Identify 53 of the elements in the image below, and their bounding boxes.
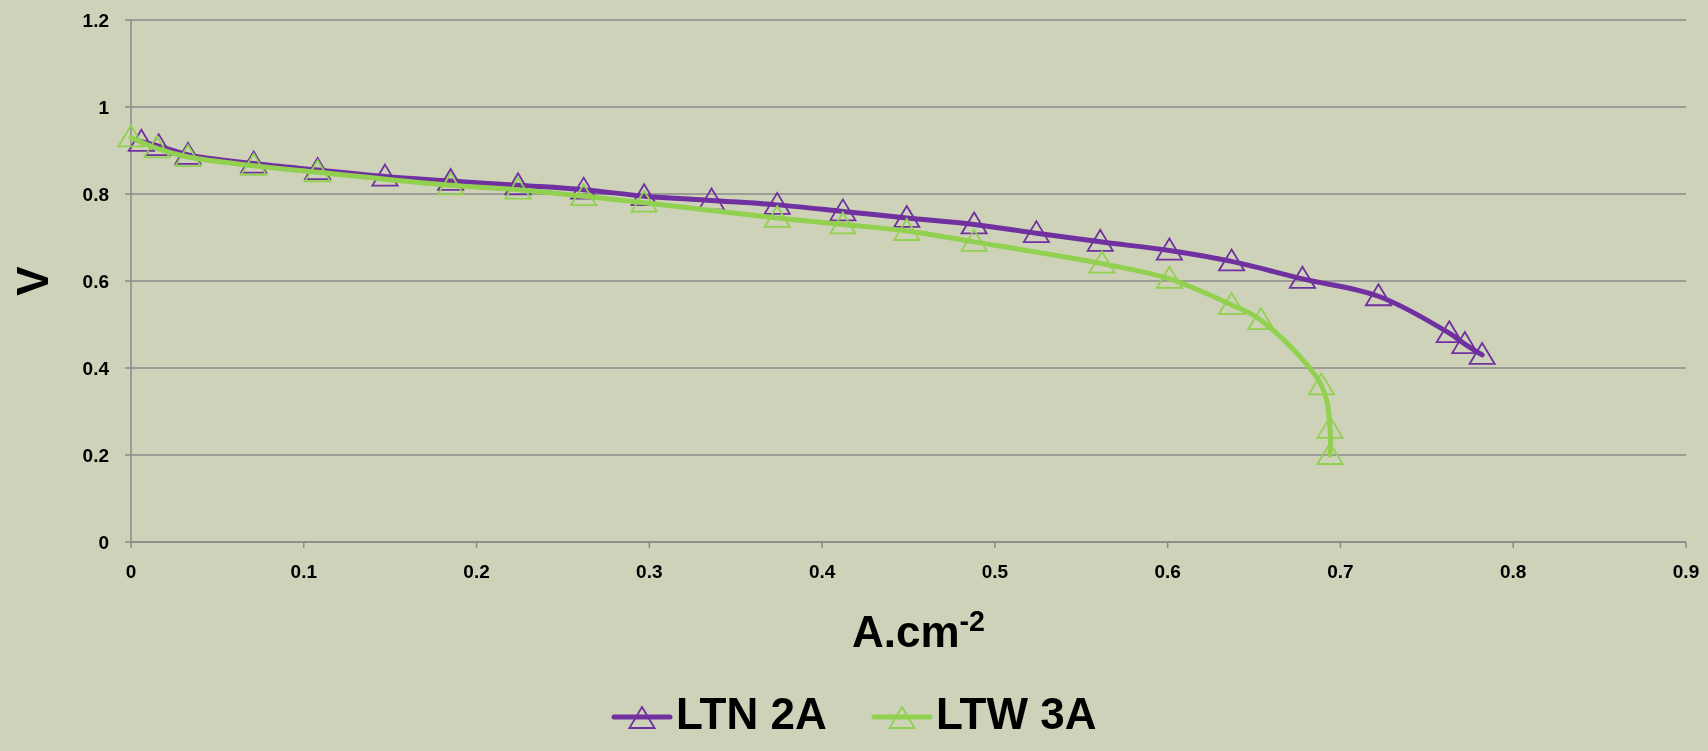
y-tick-label: 0.2: [82, 444, 109, 466]
x-tick-label: 0.2: [463, 561, 490, 582]
y-tick-label: 0.6: [82, 270, 109, 292]
point: [1435, 320, 1463, 344]
point: [1088, 250, 1116, 274]
point: [437, 168, 465, 191]
point: [570, 176, 598, 200]
y-axis-title: V: [8, 265, 57, 296]
point: [570, 183, 598, 207]
point: [1247, 307, 1275, 331]
point: [893, 218, 921, 241]
point: [763, 205, 791, 228]
point: [960, 228, 988, 252]
point: [371, 163, 399, 187]
point: [1218, 248, 1246, 272]
x-tick-label: 0.5: [981, 561, 1009, 582]
x-tick-label: 0.9: [1672, 561, 1700, 582]
x-axis-title: A.cm$^{-2}$: [851, 605, 986, 656]
point: [127, 128, 155, 152]
point: [1086, 228, 1114, 252]
x-tick-label: 0.7: [1327, 561, 1354, 582]
point: [1468, 342, 1496, 365]
point: [829, 211, 857, 235]
point: [1218, 292, 1246, 315]
legend-label: LTW 3A: [936, 689, 1097, 738]
point: [437, 172, 465, 196]
x-tick-label: 0.3: [636, 561, 663, 582]
point: [1155, 265, 1183, 289]
point: [1451, 331, 1479, 354]
legend-label: LTN 2A: [676, 689, 827, 738]
x-tick-label: 0.6: [1154, 561, 1181, 582]
point: [829, 198, 857, 222]
point: [1364, 283, 1392, 307]
x-tick-label: 0.4: [808, 561, 836, 582]
point: [1022, 220, 1050, 244]
x-tick-label: 0.8: [1500, 561, 1527, 582]
point: [1316, 442, 1344, 465]
point: [1155, 237, 1183, 261]
x-tick-label: 0.1: [290, 561, 318, 582]
point: [763, 191, 791, 215]
point: [630, 189, 658, 213]
point: [1307, 372, 1335, 396]
y-tick-label: 0.4: [82, 357, 110, 379]
y-tick-label: 1.2: [82, 9, 109, 31]
y-tick-label: 0: [98, 531, 109, 553]
point: [960, 211, 988, 235]
point: [893, 205, 921, 228]
point: [1288, 265, 1316, 289]
point: [117, 124, 145, 148]
x-tick-label: 0: [125, 561, 137, 582]
y-tick-label: 0.8: [82, 183, 109, 205]
y-tick-label: 1: [98, 96, 110, 118]
point: [1316, 416, 1344, 439]
